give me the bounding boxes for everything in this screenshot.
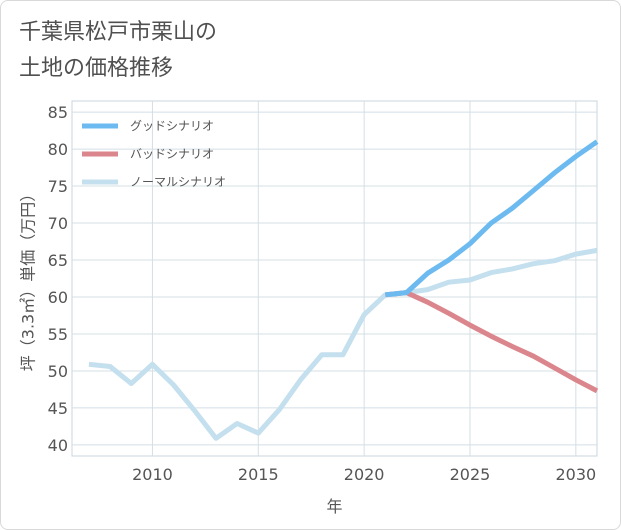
series-line-1: [385, 290, 599, 394]
x-axis-label: 年: [326, 497, 342, 516]
x-tick-label: 2020: [344, 465, 385, 484]
y-tick-label: 60: [48, 288, 68, 307]
x-tick-label: 2015: [238, 465, 279, 484]
y-axis-label: 坪（3.3㎡）単価（万円）: [19, 186, 38, 371]
series-line-2: [88, 247, 598, 441]
y-tick-label: 85: [48, 103, 68, 122]
y-tick-label: 55: [48, 325, 68, 344]
x-tick-label: 2030: [555, 465, 596, 484]
legend-label: ノーマルシナリオ: [130, 175, 226, 189]
x-tick-label: 2010: [132, 465, 173, 484]
x-tick-label: 2025: [450, 465, 491, 484]
x-axis-ticks: 2010 2015 2020 2025 2030: [132, 465, 596, 484]
y-tick-label: 75: [48, 177, 68, 196]
y-tick-label: 65: [48, 251, 68, 270]
y-tick-label: 70: [48, 214, 68, 233]
y-tick-label: 50: [48, 362, 68, 381]
title-line-1: 千葉県松戸市栗山の: [19, 20, 218, 45]
y-axis-ticks: 40 45 50 55 60 65 70 75 80 85: [48, 103, 68, 455]
chart-title: 千葉県松戸市栗山の 土地の価格推移: [19, 15, 217, 87]
legend-label: グッドシナリオ: [130, 119, 214, 133]
y-tick-label: 80: [48, 140, 68, 159]
legend-label: バッドシナリオ: [130, 147, 214, 161]
y-tick-label: 40: [48, 436, 68, 455]
series-lines: [88, 139, 599, 441]
series-line-0: [385, 139, 599, 298]
title-line-2: 土地の価格推移: [19, 56, 174, 81]
y-tick-label: 45: [48, 399, 68, 418]
plot-area: [71, 100, 598, 457]
